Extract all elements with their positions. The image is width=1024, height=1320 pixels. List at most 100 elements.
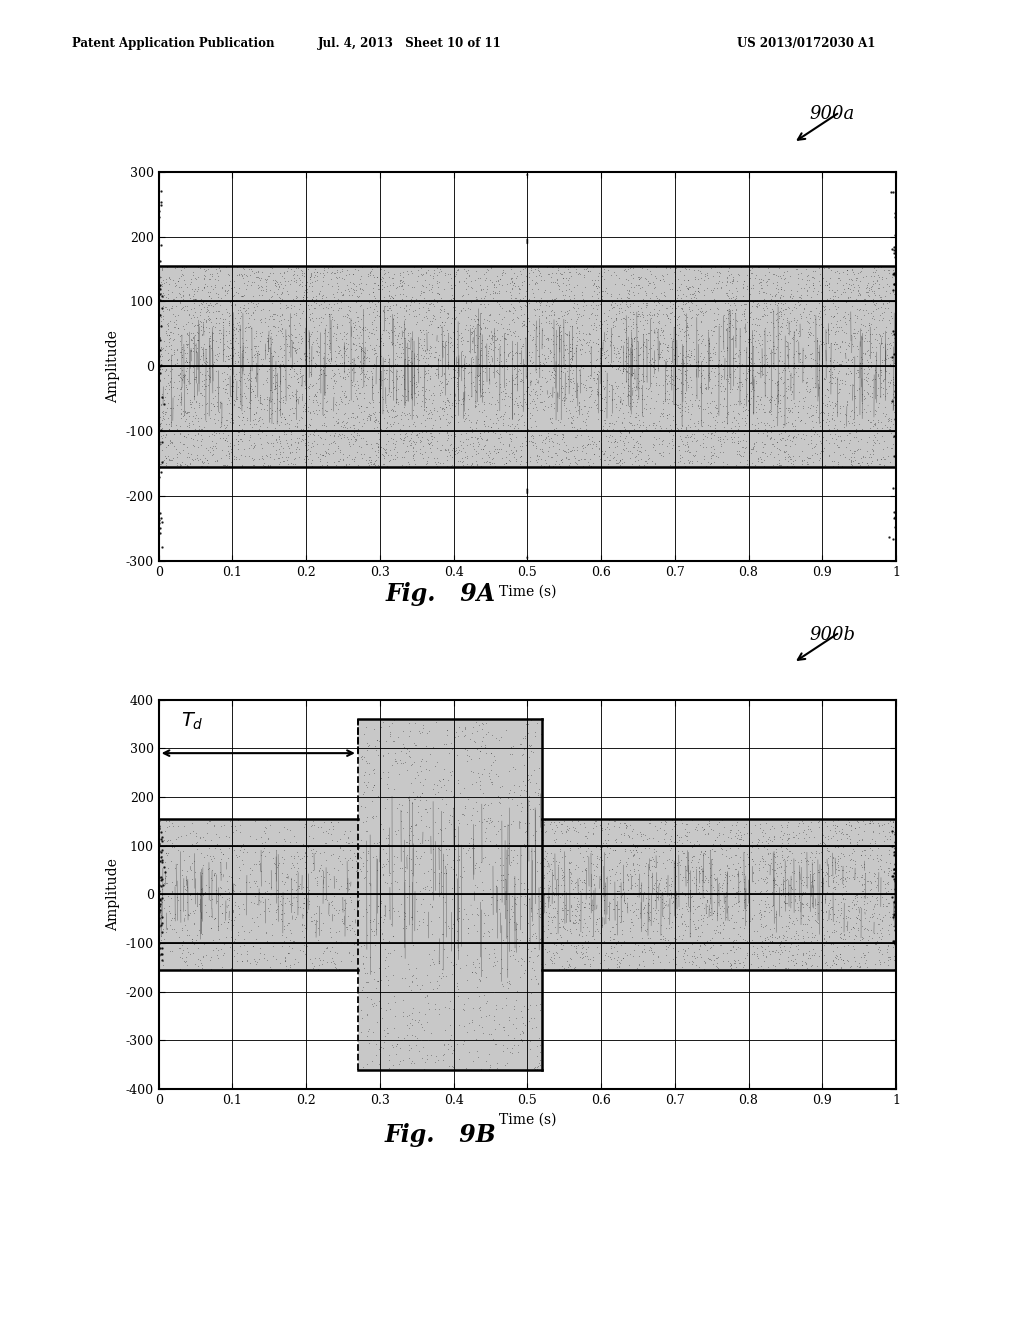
Point — [570, 821, 587, 842]
Point — [423, 426, 439, 447]
Point — [781, 286, 798, 308]
Point — [754, 421, 770, 442]
Point — [578, 409, 594, 430]
Point — [759, 927, 775, 948]
Point — [564, 338, 581, 359]
Point — [638, 416, 654, 437]
Point — [754, 275, 770, 296]
Point — [299, 445, 315, 466]
Point — [761, 322, 777, 343]
Point — [537, 895, 553, 916]
Point — [408, 381, 424, 403]
Point — [532, 838, 549, 859]
Point — [367, 342, 383, 363]
Point — [292, 367, 308, 388]
Point — [597, 832, 613, 853]
Point — [611, 883, 628, 904]
Point — [273, 273, 290, 294]
Point — [539, 846, 555, 867]
Point — [220, 879, 237, 900]
Point — [514, 1020, 530, 1041]
Point — [730, 416, 746, 437]
Point — [723, 282, 739, 304]
Point — [674, 404, 690, 425]
Point — [693, 883, 710, 904]
Point — [821, 841, 838, 862]
Point — [153, 929, 169, 950]
Point — [528, 335, 545, 356]
Point — [204, 445, 220, 466]
Point — [480, 722, 497, 743]
Point — [846, 412, 862, 433]
Point — [633, 297, 649, 318]
Point — [867, 298, 884, 319]
Point — [201, 309, 217, 330]
Point — [575, 896, 592, 917]
Point — [632, 440, 648, 461]
Point — [249, 343, 265, 364]
Point — [437, 734, 454, 755]
Point — [674, 414, 690, 436]
Point — [677, 360, 693, 381]
Point — [882, 853, 898, 874]
Point — [703, 282, 720, 304]
Point — [470, 327, 486, 348]
Point — [862, 356, 879, 378]
Point — [380, 313, 396, 334]
Point — [546, 830, 562, 851]
Point — [530, 793, 547, 814]
Point — [840, 286, 856, 308]
Point — [428, 430, 444, 451]
Point — [378, 828, 394, 849]
Point — [220, 442, 237, 463]
Point — [690, 857, 707, 878]
Point — [840, 867, 856, 888]
Point — [484, 455, 501, 477]
Point — [702, 403, 719, 424]
Point — [170, 816, 186, 837]
Point — [799, 451, 815, 473]
Point — [406, 788, 422, 809]
Point — [883, 393, 899, 414]
Point — [735, 817, 752, 838]
Point — [700, 289, 717, 310]
Point — [549, 326, 565, 347]
Y-axis label: Amplitude: Amplitude — [106, 330, 120, 403]
Point — [858, 370, 874, 391]
Point — [154, 845, 170, 866]
Point — [748, 308, 764, 329]
Point — [777, 855, 794, 876]
Point — [668, 337, 684, 358]
Point — [834, 821, 850, 842]
Point — [377, 308, 393, 329]
Point — [315, 942, 332, 964]
Point — [612, 421, 629, 442]
Point — [508, 1018, 524, 1039]
Point — [807, 376, 823, 397]
Point — [161, 267, 177, 288]
Point — [534, 391, 550, 412]
Point — [624, 388, 640, 409]
Point — [821, 288, 838, 309]
Point — [727, 422, 743, 444]
Point — [242, 264, 258, 285]
Point — [730, 949, 746, 970]
Point — [161, 895, 177, 916]
Point — [687, 430, 703, 451]
Point — [500, 814, 516, 836]
Point — [276, 817, 293, 838]
Point — [199, 418, 215, 440]
Point — [513, 337, 529, 358]
Point — [805, 451, 821, 473]
Point — [514, 272, 530, 293]
Point — [150, 919, 166, 940]
Point — [696, 449, 713, 470]
Point — [470, 810, 486, 832]
Point — [783, 878, 800, 899]
Point — [737, 370, 754, 391]
Point — [481, 812, 498, 833]
Point — [548, 814, 564, 836]
Point — [313, 855, 330, 876]
Point — [621, 286, 637, 308]
Point — [746, 352, 763, 374]
